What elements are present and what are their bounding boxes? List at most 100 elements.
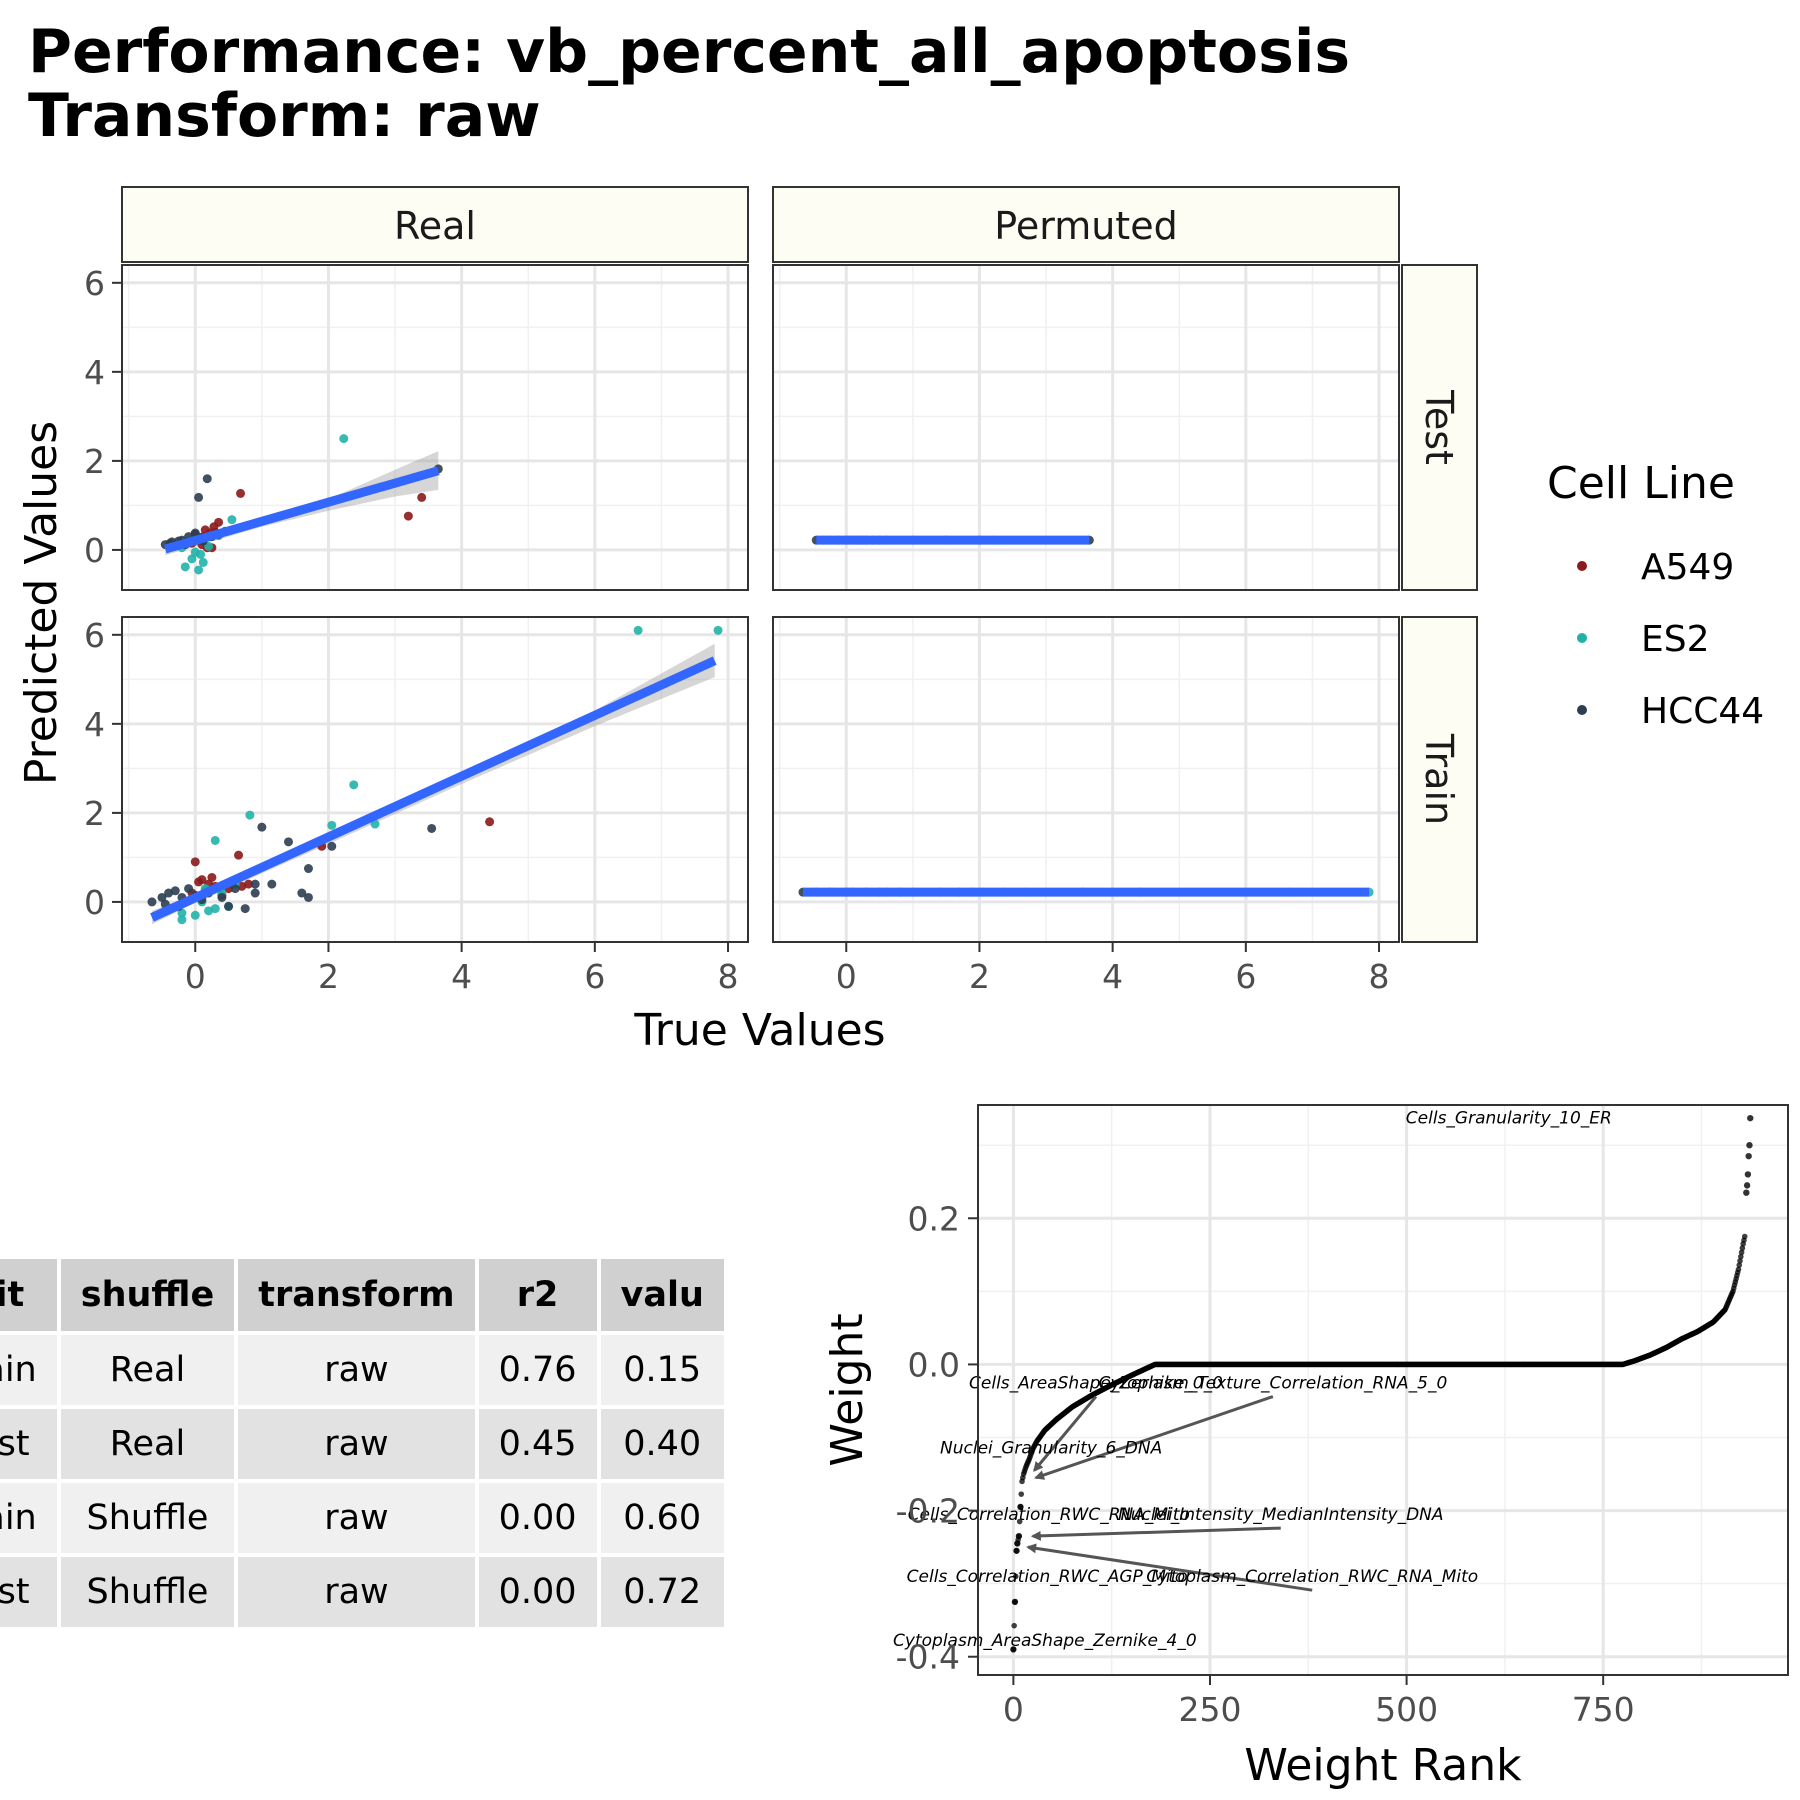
table-cell-transform: raw bbox=[238, 1557, 475, 1627]
weight-point bbox=[1741, 1233, 1748, 1240]
label-arrow bbox=[1033, 1395, 1098, 1472]
table-cell-r2: 0.00 bbox=[478, 1557, 597, 1627]
strip-label-train: Train bbox=[1417, 733, 1461, 825]
facet-strip-test: Test bbox=[1401, 264, 1478, 591]
table-cell-transform: raw bbox=[238, 1483, 475, 1553]
strip-background bbox=[1401, 616, 1478, 943]
table-header-shuffle: shuffle bbox=[60, 1259, 235, 1331]
table-body: rainRealraw0.760.15estRealraw0.450.40rai… bbox=[0, 1335, 724, 1627]
data-point-es2 bbox=[177, 915, 187, 925]
y-axis-title: Predicted Values bbox=[16, 421, 67, 785]
table-cell-fit: rain bbox=[0, 1335, 57, 1405]
x-tick-label: 6 bbox=[1235, 957, 1256, 996]
table-row: estShuffleraw0.000.72 bbox=[0, 1557, 724, 1627]
x-tick-label: 8 bbox=[718, 957, 739, 996]
feature-label: Cells_Correlation_RWC_AGP_Mito bbox=[907, 1567, 1188, 1587]
table-header-r2: r2 bbox=[478, 1259, 597, 1331]
fit-line bbox=[164, 466, 440, 554]
data-point-a549 bbox=[200, 525, 210, 535]
table-cell-transform: raw bbox=[238, 1335, 475, 1405]
data-point-hcc44 bbox=[250, 888, 260, 898]
data-point-hcc44 bbox=[170, 886, 180, 896]
x-tick-label: 2 bbox=[969, 957, 990, 996]
x-tick-label: 2 bbox=[318, 957, 339, 996]
y-axis-title: Weight bbox=[822, 1313, 873, 1466]
feature-label: Cells_AreaShape_Zernike_0_0 bbox=[969, 1374, 1223, 1394]
weight-point bbox=[1745, 1152, 1752, 1160]
y-tick-label: 0.2 bbox=[908, 1199, 960, 1238]
weight-point bbox=[1739, 1245, 1746, 1251]
panel-border bbox=[121, 616, 749, 943]
data-point-a549 bbox=[485, 817, 495, 827]
feature-label: Nuclei_Granularity_6_DNA bbox=[940, 1439, 1162, 1459]
table-cell-shuffle: Shuffle bbox=[60, 1557, 235, 1627]
table-header-value: valu bbox=[600, 1259, 724, 1331]
weight-point bbox=[1735, 1266, 1742, 1273]
data-point-a549 bbox=[244, 879, 254, 889]
data-point-es2 bbox=[187, 554, 197, 564]
facet-panel-real-train bbox=[121, 616, 749, 943]
data-point-es2 bbox=[633, 625, 643, 635]
x-tick-label: 0 bbox=[836, 957, 857, 996]
x-axis-title: True Values bbox=[633, 1005, 885, 1056]
data-point-hcc44 bbox=[224, 901, 234, 911]
y-tick-label: 4 bbox=[84, 705, 105, 744]
facet-panel-real-test bbox=[121, 264, 749, 591]
legend-label-es2: ES2 bbox=[1641, 619, 1710, 660]
data-point-hcc44 bbox=[427, 823, 437, 833]
weight-rank-panel: Cells_Granularity_10_ER Cells_AreaShape_Z… bbox=[893, 1104, 1789, 1676]
table-cell-value: 0.72 bbox=[600, 1557, 724, 1627]
facet-strip-permuted: Permuted bbox=[772, 186, 1400, 263]
x-tick-label: 8 bbox=[1369, 957, 1390, 996]
y-tick-label: 0 bbox=[84, 883, 105, 922]
strip-label-real: Real bbox=[394, 204, 476, 248]
table-cell-value: 0.40 bbox=[600, 1409, 724, 1479]
table-cell-r2: 0.45 bbox=[478, 1409, 597, 1479]
data-point-hcc44 bbox=[267, 879, 277, 889]
weight-point bbox=[1014, 1540, 1021, 1547]
data-point-hcc44 bbox=[230, 884, 240, 894]
data-point-hcc44 bbox=[217, 892, 227, 902]
panel-border bbox=[977, 1104, 1789, 1676]
legend-key-hcc44 bbox=[1577, 705, 1587, 715]
y-tick-label: 2 bbox=[84, 442, 105, 481]
y-tick-label: 6 bbox=[84, 616, 105, 655]
weight-point bbox=[1737, 1258, 1743, 1264]
data-point-es2 bbox=[713, 625, 723, 635]
data-point-es2 bbox=[370, 819, 380, 829]
feature-label: Nuclei_Intensity_MedianIntensity_DNA bbox=[1118, 1505, 1444, 1525]
weight-point bbox=[1013, 1547, 1020, 1554]
x-tick-label: 0 bbox=[1003, 1690, 1024, 1729]
weight-point bbox=[1016, 1518, 1023, 1525]
data-point-hcc44 bbox=[157, 892, 167, 902]
legend-key-es2 bbox=[1577, 633, 1587, 643]
title-line-1: Performance: vb_percent_all_apoptosis bbox=[28, 17, 1351, 87]
x-tick-label: 750 bbox=[1572, 1690, 1635, 1729]
x-axis-title: Weight Rank bbox=[1244, 1740, 1522, 1791]
data-point-es2 bbox=[196, 549, 206, 559]
x-tick-label: 4 bbox=[451, 957, 472, 996]
facet-strip-real: Real bbox=[121, 186, 749, 263]
weight-point bbox=[1011, 1598, 1019, 1606]
table-header-row: fitshuffletransformr2valu bbox=[0, 1259, 724, 1331]
legend-label-a549: A549 bbox=[1641, 547, 1734, 588]
table-cell-shuffle: Shuffle bbox=[60, 1483, 235, 1553]
legend-title: Cell Line bbox=[1547, 458, 1735, 509]
weight-point bbox=[1736, 1262, 1743, 1268]
y-tick-label: -0.2 bbox=[896, 1492, 960, 1531]
x-tick-label: 0 bbox=[185, 957, 206, 996]
y-tick-label: 4 bbox=[84, 353, 105, 392]
strip-label-test: Test bbox=[1417, 389, 1461, 465]
data-point-a549 bbox=[194, 877, 204, 887]
weight-point bbox=[1747, 1114, 1754, 1122]
label-arrow bbox=[1030, 1526, 1281, 1541]
data-point-a549 bbox=[417, 492, 427, 502]
data-point-es2 bbox=[339, 434, 349, 444]
weight-point bbox=[1746, 1141, 1753, 1149]
facet-strip-train: Train bbox=[1401, 616, 1478, 943]
data-point-a549 bbox=[403, 511, 413, 521]
data-point-hcc44 bbox=[194, 492, 204, 502]
data-point-a549 bbox=[236, 488, 246, 498]
weight-point bbox=[1744, 1171, 1752, 1178]
